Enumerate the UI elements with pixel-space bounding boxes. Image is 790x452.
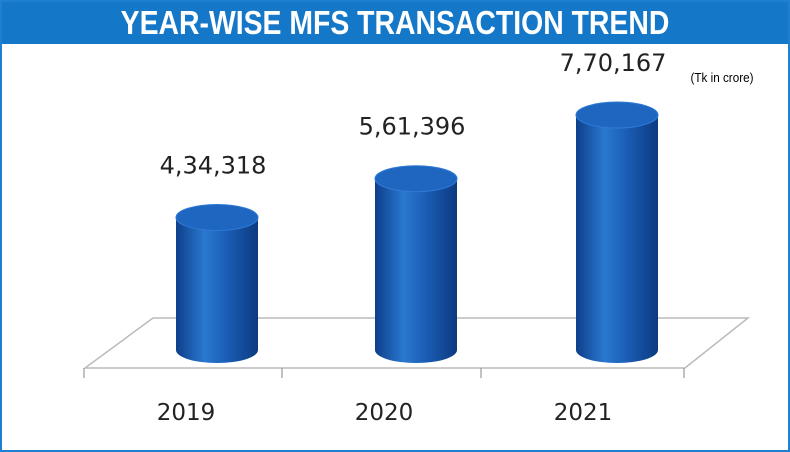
- bar-2021: 7,70,167: [560, 49, 667, 363]
- unit-label: (Tk in crore): [690, 70, 753, 85]
- chart-title: YEAR-WISE MFS TRANSACTION TREND: [57, 2, 733, 44]
- category-label: 2021: [554, 400, 613, 426]
- bar-2020: 5,61,396: [359, 113, 466, 363]
- bar-top: [175, 203, 259, 231]
- bar-top: [374, 165, 458, 193]
- category-label: 2020: [355, 400, 414, 426]
- data-label: 5,61,396: [359, 113, 466, 141]
- data-label: 4,34,318: [160, 151, 267, 179]
- bar-top: [575, 101, 659, 129]
- category-label: 2019: [157, 400, 216, 426]
- data-label: 7,70,167: [560, 49, 667, 77]
- bar-body: [176, 217, 258, 363]
- bar-2019: 4,34,318: [160, 151, 267, 363]
- bar-body: [576, 115, 658, 363]
- bar-body: [375, 178, 457, 363]
